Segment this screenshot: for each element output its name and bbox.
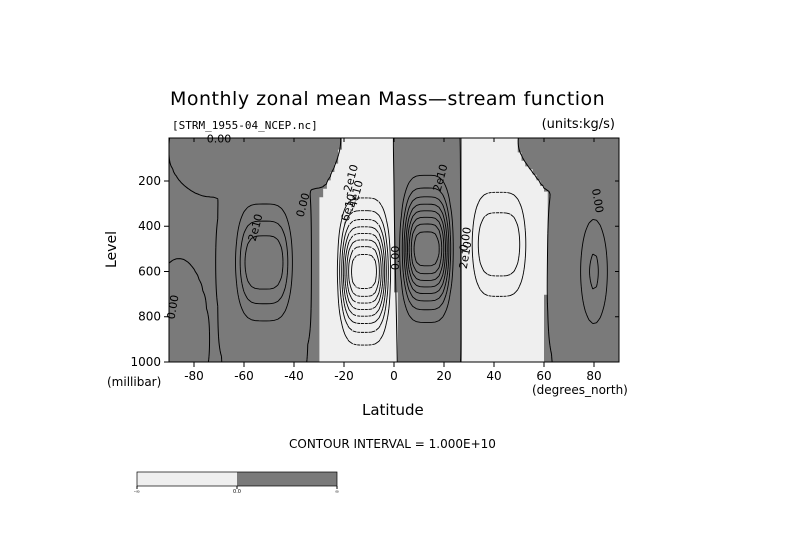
contour-label: 0.00 (294, 191, 313, 218)
y-tick-label: 600 (138, 264, 161, 278)
x-tick-label: -20 (334, 369, 354, 383)
y-tick-label: 400 (138, 219, 161, 233)
contour-line (239, 187, 599, 311)
axis-ticks: -80 -60 -40 -20 0 20 40 60 80 200 400 600 800 1000 (130, 138, 619, 383)
x-tick-label: 0 (390, 369, 398, 383)
contour-label: 0.00 (589, 188, 606, 214)
y-tick-label: 800 (138, 310, 161, 324)
x-tick-label: 60 (536, 369, 551, 383)
contour-line (339, 210, 521, 333)
contour-line (405, 203, 448, 295)
y-tick-label: 200 (138, 174, 161, 188)
contour-line (408, 216, 445, 281)
contour-labels: 0.002e100.00-2e10-4e10-6e100.002e102e100… (165, 133, 606, 321)
file-label: [STRM_1955-04_NCEP.nc] (172, 119, 318, 132)
legend-positive-swatch (237, 472, 337, 486)
contour-line (244, 196, 450, 302)
contour-label: 0.00 (389, 246, 402, 271)
contour-label: 0.00 (207, 133, 232, 146)
contour-line (407, 210, 446, 288)
positive-shading (169, 138, 619, 362)
contour-line (342, 226, 386, 317)
y-axis-unit: (millibar) (107, 375, 162, 389)
contour-label: 0.00 (457, 226, 474, 252)
legend-tick-label: 0.0 (233, 489, 241, 495)
contour-line (410, 223, 443, 275)
contour-line (341, 219, 387, 324)
x-tick-label: 20 (436, 369, 451, 383)
contour-line (346, 239, 382, 304)
x-tick-label: 80 (586, 369, 601, 383)
x-tick-label: -40 (284, 369, 304, 383)
x-axis-label: Latitude (362, 401, 424, 419)
contour-line (336, 191, 527, 346)
legend-tick-label: -∞ (134, 489, 140, 495)
units-label: (units:kg/s) (541, 117, 615, 132)
chart-title: Monthly zonal mean Mass—stream function (170, 88, 606, 110)
x-tick-label: 40 (486, 369, 501, 383)
contour-line (235, 174, 608, 324)
contour-label: 2e10 (457, 240, 475, 270)
contour-label: 0.00 (165, 294, 182, 320)
contour-interval-text: CONTOUR INTERVAL = 1.000E+10 (289, 437, 496, 451)
x-tick-label: -60 (234, 369, 254, 383)
y-tick-label: 1000 (130, 355, 161, 369)
contour-line (344, 233, 384, 310)
contour-line (348, 246, 380, 297)
legend-tick-label: ∞ (335, 489, 339, 495)
legend-negative-swatch (137, 472, 237, 486)
contour-field (169, 138, 619, 362)
contour-line (413, 231, 440, 267)
x-axis-unit: (degrees_north) (532, 383, 628, 397)
x-tick-label: -80 (184, 369, 204, 383)
contour-line (351, 254, 377, 289)
color-legend: -∞ 0.0 ∞ (134, 471, 339, 495)
